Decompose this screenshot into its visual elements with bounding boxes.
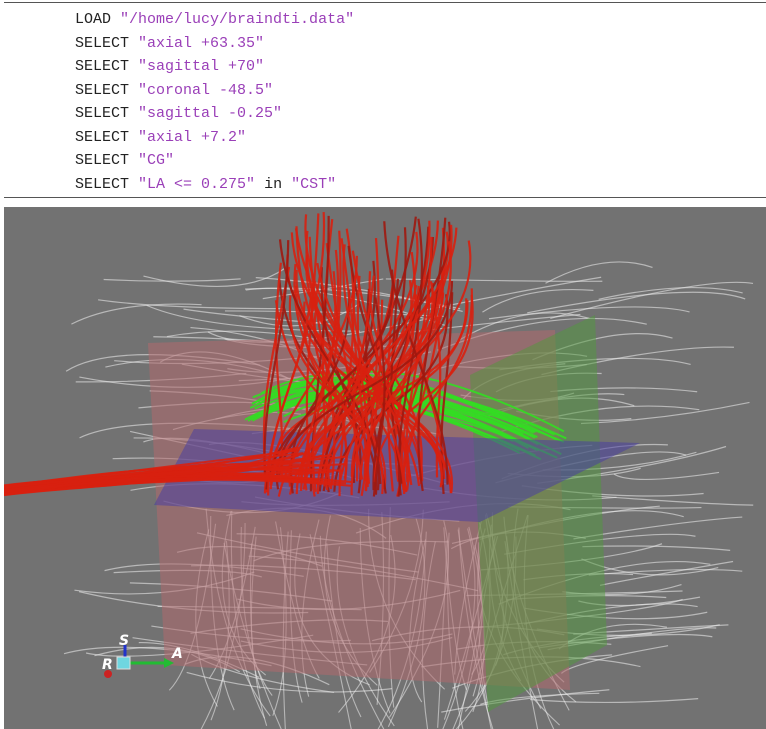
fiber	[527, 291, 746, 314]
keyword: SELECT	[75, 34, 130, 52]
rule	[4, 197, 766, 198]
fiber	[368, 271, 423, 480]
string-literal: "axial +63.35"	[138, 34, 265, 52]
fiber	[295, 294, 418, 494]
fiber	[303, 227, 458, 491]
fiber	[598, 286, 743, 300]
string-literal: "CST"	[291, 175, 337, 193]
fiber	[599, 560, 734, 586]
keyword: LOAD	[75, 11, 112, 28]
fiber	[482, 289, 594, 313]
fiber	[580, 401, 750, 425]
fiber	[480, 692, 600, 705]
fiber	[278, 239, 380, 491]
string-literal: "sagittal -0.25"	[138, 105, 283, 122]
keyword: in	[264, 175, 283, 193]
keyword: SELECT	[75, 128, 130, 146]
fiber	[352, 275, 375, 480]
fiber	[320, 267, 362, 494]
code-line: SELECT "CG"	[75, 149, 354, 173]
keyword: SELECT	[75, 58, 130, 75]
fiber	[4, 446, 300, 497]
fiber	[397, 218, 424, 496]
fiber	[275, 381, 558, 441]
cube	[116, 656, 131, 670]
fiber	[245, 287, 461, 310]
code-line: SELECT "sagittal +70"	[75, 55, 354, 79]
fiber	[98, 299, 285, 310]
fiber	[103, 278, 241, 282]
code-line: SELECT "sagittal -0.25"	[75, 102, 354, 126]
fiber	[71, 303, 202, 325]
fiber	[613, 471, 720, 481]
orientation-gizmo: S R A	[102, 633, 183, 678]
fiber	[342, 244, 406, 495]
code-line: SELECT "LA <= 0.275" in "CST"	[75, 173, 354, 197]
fiber	[4, 477, 347, 493]
fiber	[277, 281, 454, 480]
fiber	[267, 287, 314, 496]
string-literal: "CG"	[138, 152, 175, 169]
fiber	[530, 698, 699, 704]
string-literal: "LA <= 0.275"	[138, 175, 256, 193]
fiber	[333, 294, 449, 492]
string-literal: "coronal -48.5"	[138, 81, 274, 99]
string-literal: "axial +7.2"	[138, 128, 247, 146]
arrow	[164, 658, 174, 668]
code-line: SELECT "axial +63.35"	[75, 32, 354, 56]
red-fibers	[4, 211, 474, 497]
fiber	[274, 262, 284, 480]
keyword: SELECT	[75, 81, 130, 99]
axis-label: R	[102, 657, 113, 673]
keyword: SELECT	[75, 105, 130, 122]
code-line: LOAD "/home/lucy/braindti.data"	[75, 8, 354, 32]
string-literal: "sagittal +70"	[138, 58, 265, 75]
fiber	[263, 240, 290, 481]
fiber	[488, 306, 690, 320]
fiber	[402, 288, 473, 493]
fiber	[390, 278, 404, 484]
fiber	[592, 495, 754, 506]
fiber	[316, 284, 418, 494]
keyword: SELECT	[75, 175, 130, 193]
fiber	[4, 468, 344, 492]
axis-label: A	[171, 646, 183, 662]
axis-label: S	[119, 633, 129, 649]
fiber	[340, 238, 371, 484]
fiber	[588, 568, 743, 576]
fiber	[312, 271, 337, 493]
axis-r	[104, 670, 112, 678]
fiber	[372, 297, 386, 497]
code-line: SELECT "coronal -48.5"	[75, 79, 354, 103]
fiber	[545, 261, 653, 284]
fiber	[186, 671, 393, 693]
keyword: SELECT	[75, 152, 130, 169]
fiber	[338, 220, 431, 485]
fiber	[417, 217, 447, 492]
string-literal: "/home/lucy/braindti.data"	[120, 11, 355, 28]
code-line: SELECT "axial +7.2"	[75, 126, 354, 150]
tractography-view: S R A	[4, 207, 766, 729]
code-block: LOAD "/home/lucy/braindti.data" SELECT "a…	[75, 8, 354, 196]
fiber	[265, 269, 394, 490]
rule	[4, 2, 766, 3]
